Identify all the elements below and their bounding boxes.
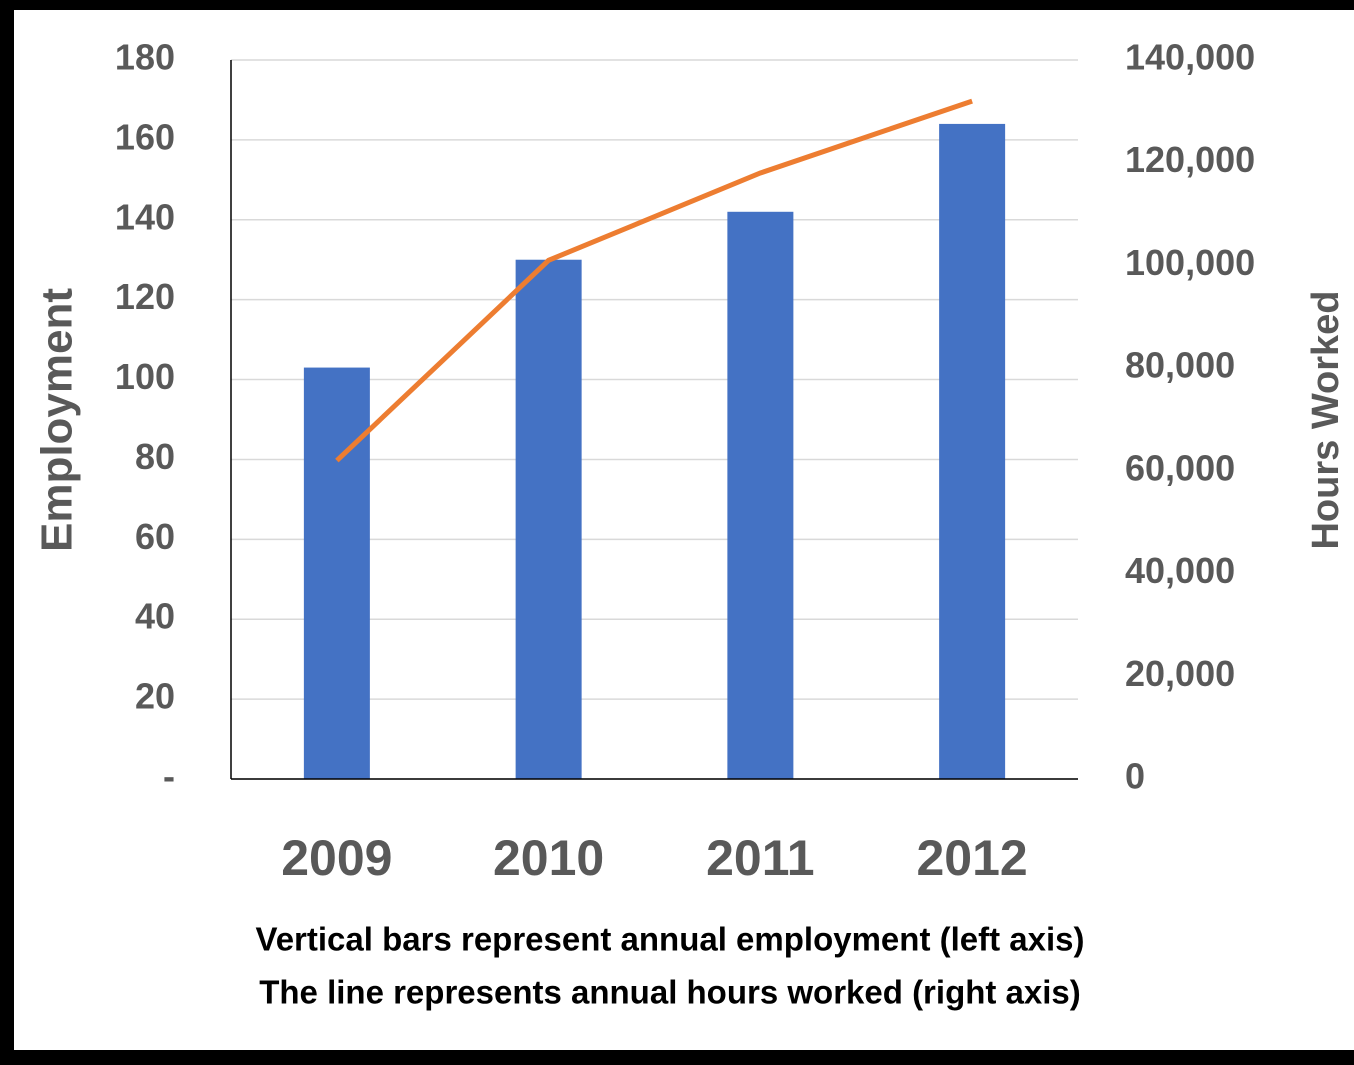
bar — [515, 259, 582, 779]
y-tick-label: 100 — [115, 356, 175, 397]
x-tick-label: 2009 — [281, 830, 392, 886]
x-tick-label: 2012 — [917, 830, 1028, 886]
line — [335, 98, 973, 463]
y-tick-label: 180 — [115, 37, 175, 78]
y2-axis-label: Hours Worked — [1305, 290, 1347, 549]
annotation: The line represents annual hours worked … — [259, 974, 1081, 1011]
y-axis-label: Employment — [33, 288, 82, 552]
y-tick-label: 60 — [135, 516, 175, 557]
annotation: Vertical bars represent annual employmen… — [256, 921, 1085, 958]
y2-tick-label: 0 — [1125, 756, 1145, 797]
x-tick-label: 2010 — [493, 830, 604, 886]
y2-tick-label: 60,000 — [1125, 447, 1235, 488]
y2-tick-label: 80,000 — [1125, 345, 1235, 386]
bar — [727, 211, 794, 780]
bar — [303, 367, 370, 779]
y-tick-label: - — [163, 756, 175, 797]
y2-tick-label: 120,000 — [1125, 139, 1255, 180]
y2-tick-label: 140,000 — [1125, 37, 1255, 78]
y-tick-label: 160 — [115, 116, 175, 157]
y-tick-label: 140 — [115, 196, 175, 237]
y-tick-label: 120 — [115, 276, 175, 317]
y2-tick-label: 40,000 — [1125, 550, 1235, 591]
y-tick-label: 20 — [135, 676, 175, 717]
y2-tick-label: 100,000 — [1125, 242, 1255, 283]
y2-tick-label: 20,000 — [1125, 653, 1235, 694]
bar — [939, 123, 1006, 779]
y-tick-label: 40 — [135, 596, 175, 637]
y-tick-label: 80 — [135, 436, 175, 477]
chart-panel — [14, 10, 1354, 1050]
x-tick-label: 2011 — [706, 830, 814, 886]
